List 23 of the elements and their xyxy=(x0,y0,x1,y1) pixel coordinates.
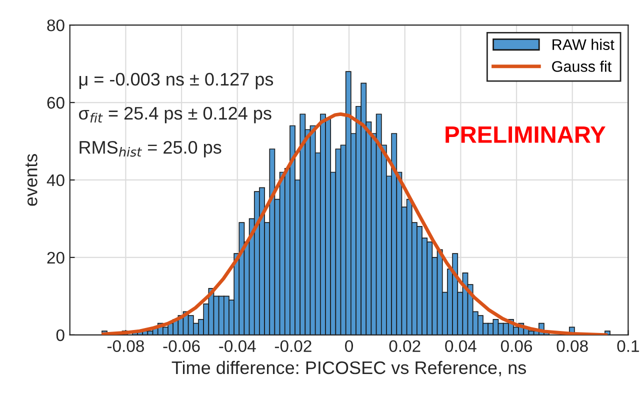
legend-label: Gauss fit xyxy=(552,60,612,72)
x-tick-label: 0.08 xyxy=(556,340,588,352)
annotation: μ = -0.003 ns ± 0.127 ps xyxy=(79,72,274,90)
y-tick-label: 20 xyxy=(47,252,64,264)
x-tick-label: 0.1 xyxy=(617,340,639,352)
y-tick-label: 80 xyxy=(47,19,64,32)
y-tick-label: 60 xyxy=(47,96,64,109)
y-tick-label: 40 xyxy=(46,174,64,186)
legend-label: RAW hist xyxy=(552,38,614,50)
x-tick-label: -0.08 xyxy=(107,340,144,352)
x-tick-label: -0.06 xyxy=(163,340,200,352)
x-tick-label: 0.02 xyxy=(389,340,420,352)
y-axis-title: events xyxy=(25,154,38,206)
annotation: PRELIMINARY xyxy=(446,126,606,143)
x-tick-label: -0.02 xyxy=(274,340,312,352)
x-axis-title: Time difference: PICOSEC vs Reference, ns xyxy=(172,360,526,376)
x-tick-label: 0.04 xyxy=(445,340,476,352)
annotation: RMS$_{hist}$ = 25.0 ps xyxy=(80,140,222,158)
x-tick-label: 0 xyxy=(345,340,354,352)
annotation: σ$_{fit}$ = 25.4 ps ± 0.124 ps xyxy=(79,106,272,124)
x-tick-label: -0.04 xyxy=(219,340,256,352)
y-tick-label: 0 xyxy=(56,329,64,342)
x-tick-label: 0.06 xyxy=(500,340,532,352)
